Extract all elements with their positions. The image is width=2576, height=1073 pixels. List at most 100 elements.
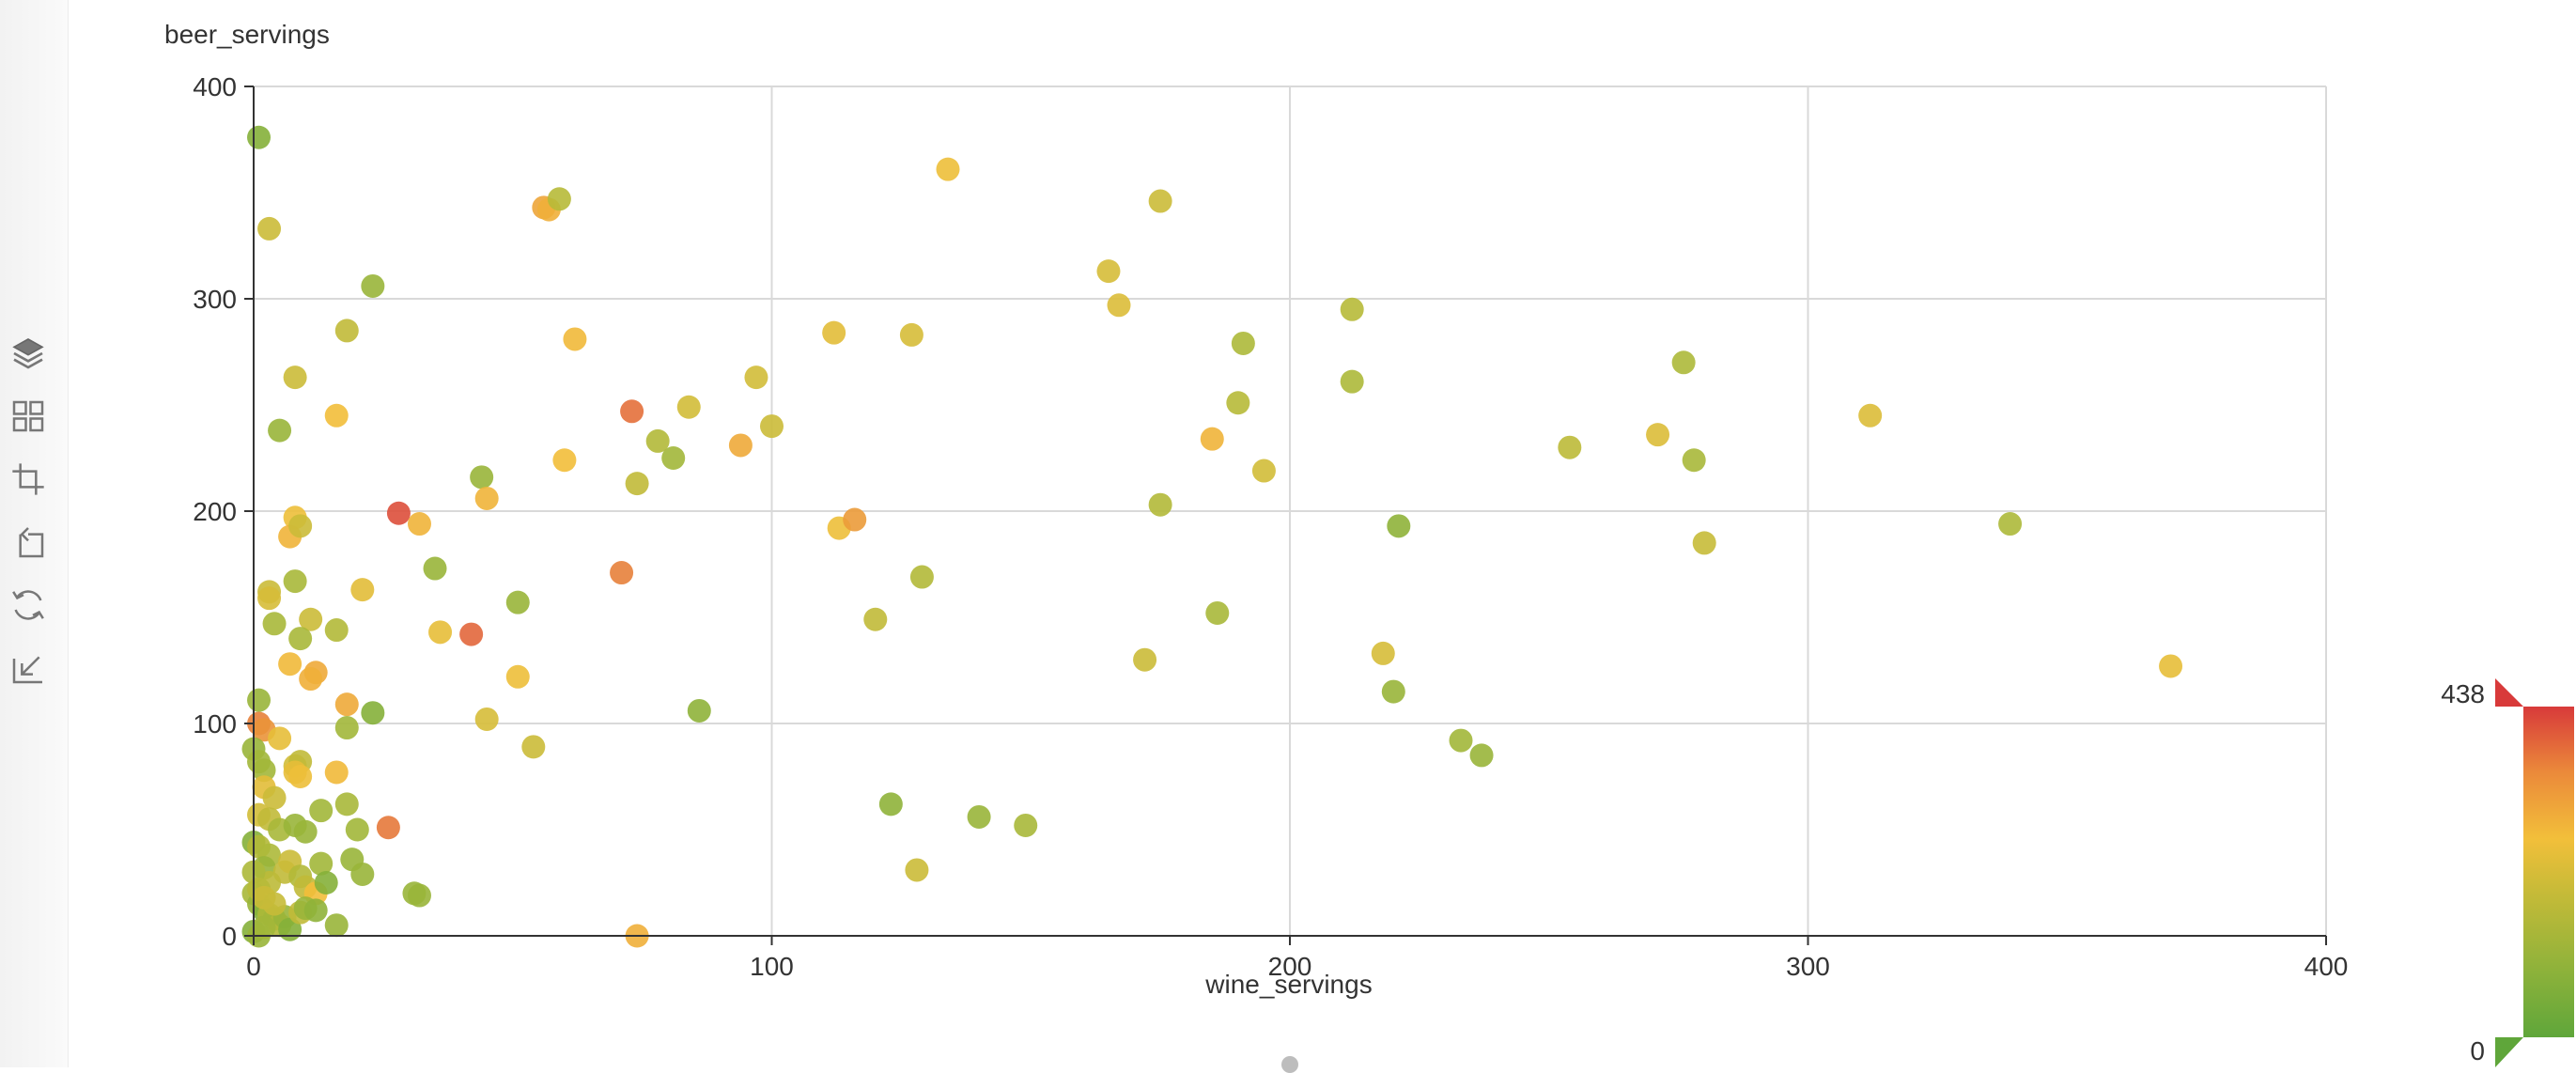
scatter-point[interactable] — [299, 607, 323, 631]
scatter-point[interactable] — [1226, 391, 1250, 415]
scatter-point[interactable] — [547, 187, 571, 211]
grid-button[interactable] — [8, 394, 49, 439]
scatter-point[interactable] — [1340, 369, 1364, 394]
scatter-point[interactable] — [1148, 189, 1172, 213]
scatter-point[interactable] — [1682, 448, 1706, 473]
scatter-point[interactable] — [407, 512, 431, 536]
scatter-point[interactable] — [288, 627, 313, 651]
scatter-point[interactable] — [350, 862, 375, 886]
rect-select-button[interactable] — [8, 457, 49, 502]
scatter-point[interactable] — [283, 569, 307, 594]
scatter-point[interactable] — [1671, 350, 1696, 375]
scatter-point[interactable] — [407, 883, 431, 908]
scatter-point[interactable] — [423, 556, 447, 581]
scatter-point[interactable] — [1251, 459, 1276, 483]
scatter-point[interactable] — [288, 765, 313, 788]
scatter-point[interactable] — [687, 698, 711, 723]
scatter-point[interactable] — [257, 216, 282, 241]
scatter-point[interactable] — [428, 620, 453, 645]
scatter-point[interactable] — [350, 578, 375, 602]
scatter-point[interactable] — [252, 758, 276, 783]
scatter-point[interactable] — [1096, 259, 1121, 284]
scatter-point[interactable] — [676, 395, 701, 419]
scatter-point[interactable] — [744, 365, 768, 390]
scatter-point[interactable] — [661, 446, 686, 470]
scatter-point[interactable] — [474, 707, 499, 731]
scatter-point[interactable] — [1340, 297, 1364, 321]
scatter-point[interactable] — [1858, 403, 1883, 428]
visual-map-bar[interactable] — [2523, 707, 2574, 1037]
scatter-point[interactable] — [505, 664, 530, 689]
scatter-point[interactable] — [288, 514, 313, 538]
scatter-point[interactable] — [625, 472, 649, 496]
download-button[interactable] — [8, 645, 49, 691]
scatter-point[interactable] — [1692, 531, 1716, 555]
scatter-point[interactable] — [309, 799, 334, 823]
scatter-point[interactable] — [2159, 654, 2183, 678]
scatter-point[interactable] — [293, 819, 318, 844]
scatter-point[interactable] — [760, 414, 784, 439]
scatter-point[interactable] — [303, 898, 328, 923]
scatter-point[interactable] — [334, 319, 359, 343]
scatter-point[interactable] — [878, 792, 903, 816]
scatter-point[interactable] — [728, 433, 753, 458]
scatter-point[interactable] — [1998, 512, 2023, 536]
scatter-point[interactable] — [361, 701, 385, 725]
scatter-point[interactable] — [1449, 728, 1473, 753]
scatter-point[interactable] — [1469, 743, 1494, 768]
scatter-point[interactable] — [1205, 600, 1230, 625]
scatter-point[interactable] — [1014, 813, 1038, 837]
layers-button[interactable] — [8, 331, 49, 376]
scatter-point[interactable] — [268, 726, 292, 751]
scatter-point[interactable] — [334, 716, 359, 740]
scatter-point[interactable] — [967, 804, 991, 829]
scatter-point[interactable] — [334, 692, 359, 717]
scatter-point[interactable] — [822, 320, 846, 345]
scatter-point[interactable] — [278, 652, 303, 676]
scatter-point[interactable] — [247, 688, 272, 712]
scatter-point[interactable] — [610, 561, 634, 585]
scatter-point[interactable] — [563, 327, 587, 351]
scatter-point[interactable] — [252, 915, 276, 940]
restore-button[interactable] — [8, 583, 49, 628]
scatter-point[interactable] — [1133, 647, 1157, 672]
scatter-point[interactable] — [247, 125, 272, 149]
scatter-point[interactable] — [474, 486, 499, 510]
scatter-point[interactable] — [645, 428, 670, 453]
scatter-point[interactable] — [361, 273, 385, 298]
scatter-point[interactable] — [314, 871, 338, 894]
scatter-point[interactable] — [324, 760, 349, 785]
scatter-point[interactable] — [909, 565, 934, 589]
scatter-point[interactable] — [1200, 427, 1224, 451]
scatter-point[interactable] — [470, 465, 494, 490]
scatter-point[interactable] — [1381, 679, 1405, 704]
scatter-point[interactable] — [552, 448, 577, 473]
scatter-point[interactable] — [459, 622, 484, 646]
zoom-slider-handle[interactable] — [1281, 1056, 1298, 1073]
scatter-point[interactable] — [1107, 293, 1131, 318]
scatter-point[interactable] — [262, 785, 287, 810]
scatter-point[interactable] — [1387, 514, 1411, 538]
scatter-point[interactable] — [324, 403, 349, 428]
scatter-point[interactable] — [345, 817, 369, 842]
visual-map-min-handle[interactable] — [2495, 1037, 2523, 1067]
scatter-point[interactable] — [386, 501, 411, 525]
scatter-point[interactable] — [324, 913, 349, 938]
scatter-point[interactable] — [262, 892, 287, 916]
scatter-point[interactable] — [309, 851, 334, 876]
scatter-point[interactable] — [936, 157, 960, 181]
scatter-point[interactable] — [376, 816, 400, 840]
scatter-point[interactable] — [1371, 641, 1395, 665]
scatter-point[interactable] — [334, 792, 359, 816]
scatter-point[interactable] — [899, 322, 923, 347]
scatter-point[interactable] — [1646, 423, 1670, 447]
rect-unselect-button[interactable] — [8, 520, 49, 565]
scatter-point[interactable] — [324, 618, 349, 643]
scatter-point[interactable] — [283, 365, 307, 390]
scatter-point[interactable] — [505, 590, 530, 614]
scatter-point[interactable] — [863, 607, 888, 631]
scatter-point[interactable] — [262, 612, 287, 636]
scatter-point[interactable] — [521, 735, 546, 759]
scatter-point[interactable] — [620, 399, 644, 424]
scatter-point[interactable] — [268, 418, 292, 443]
